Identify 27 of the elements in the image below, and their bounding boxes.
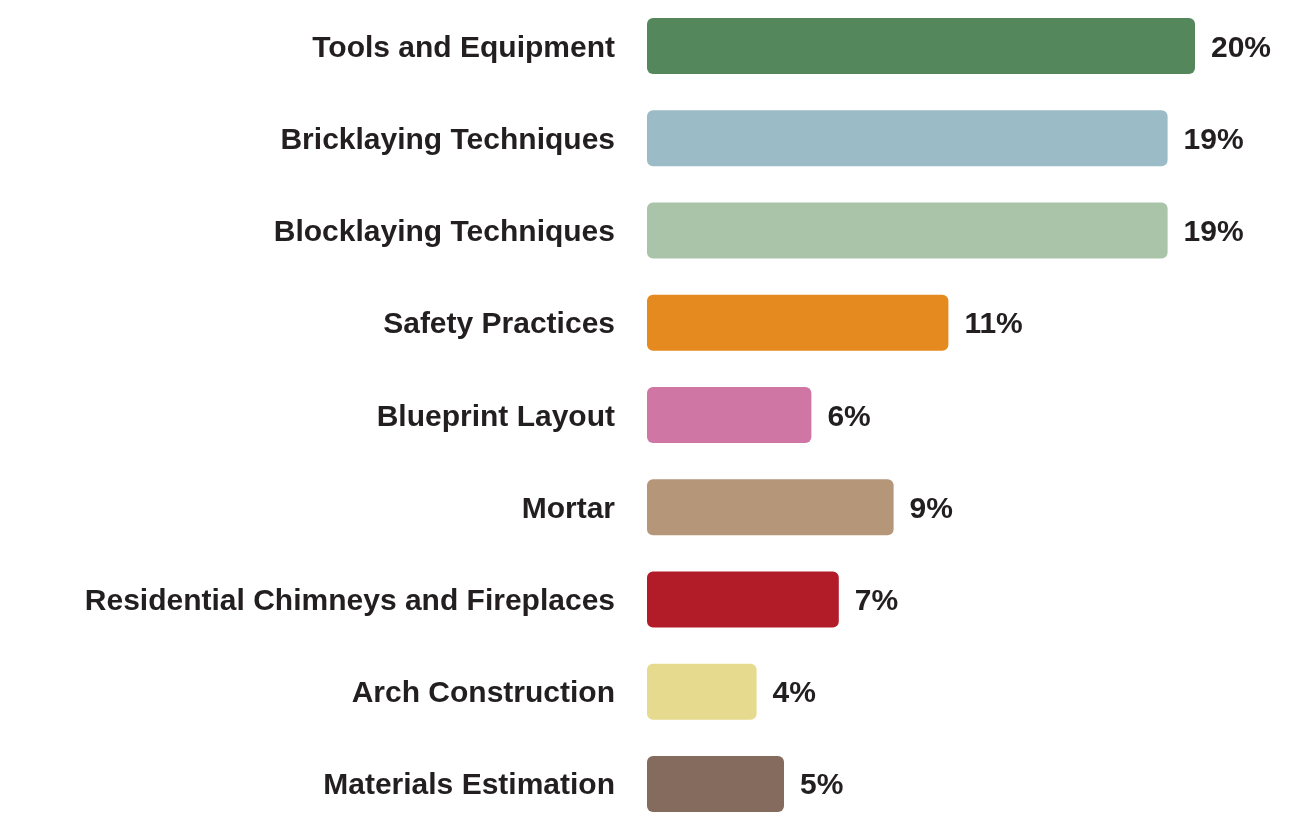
bar [647,202,1168,259]
bar [647,18,1195,75]
bar [647,294,949,351]
y-tick-label: Tools and Equipment [312,29,615,63]
bar [647,110,1168,167]
y-tick-label: Blocklaying Techniques [273,214,615,248]
y-tick-label: Blueprint Layout [376,398,615,432]
data-label: 5% [800,767,844,801]
y-tick-label: Residential Chimneys and Fireplaces [84,582,615,616]
data-label: 9% [909,490,953,524]
y-tick-label: Materials Estimation [323,767,615,801]
y-tick-label: Bricklaying Techniques [280,121,615,155]
bar [647,571,839,628]
y-tick-label: Arch Construction [351,675,615,709]
bar [647,663,757,720]
data-label: 19% [1183,121,1244,155]
data-label: 11% [964,306,1023,340]
data-label: 6% [827,398,871,432]
bar [647,387,812,443]
data-label: 4% [772,675,816,709]
bar [647,479,894,536]
bar [647,755,784,812]
data-label: 19% [1183,214,1244,248]
data-label: 7% [854,582,899,616]
y-tick-label: Mortar [521,490,616,524]
data-label: 20% [1211,29,1272,63]
y-tick-label: Safety Practices [383,306,615,340]
